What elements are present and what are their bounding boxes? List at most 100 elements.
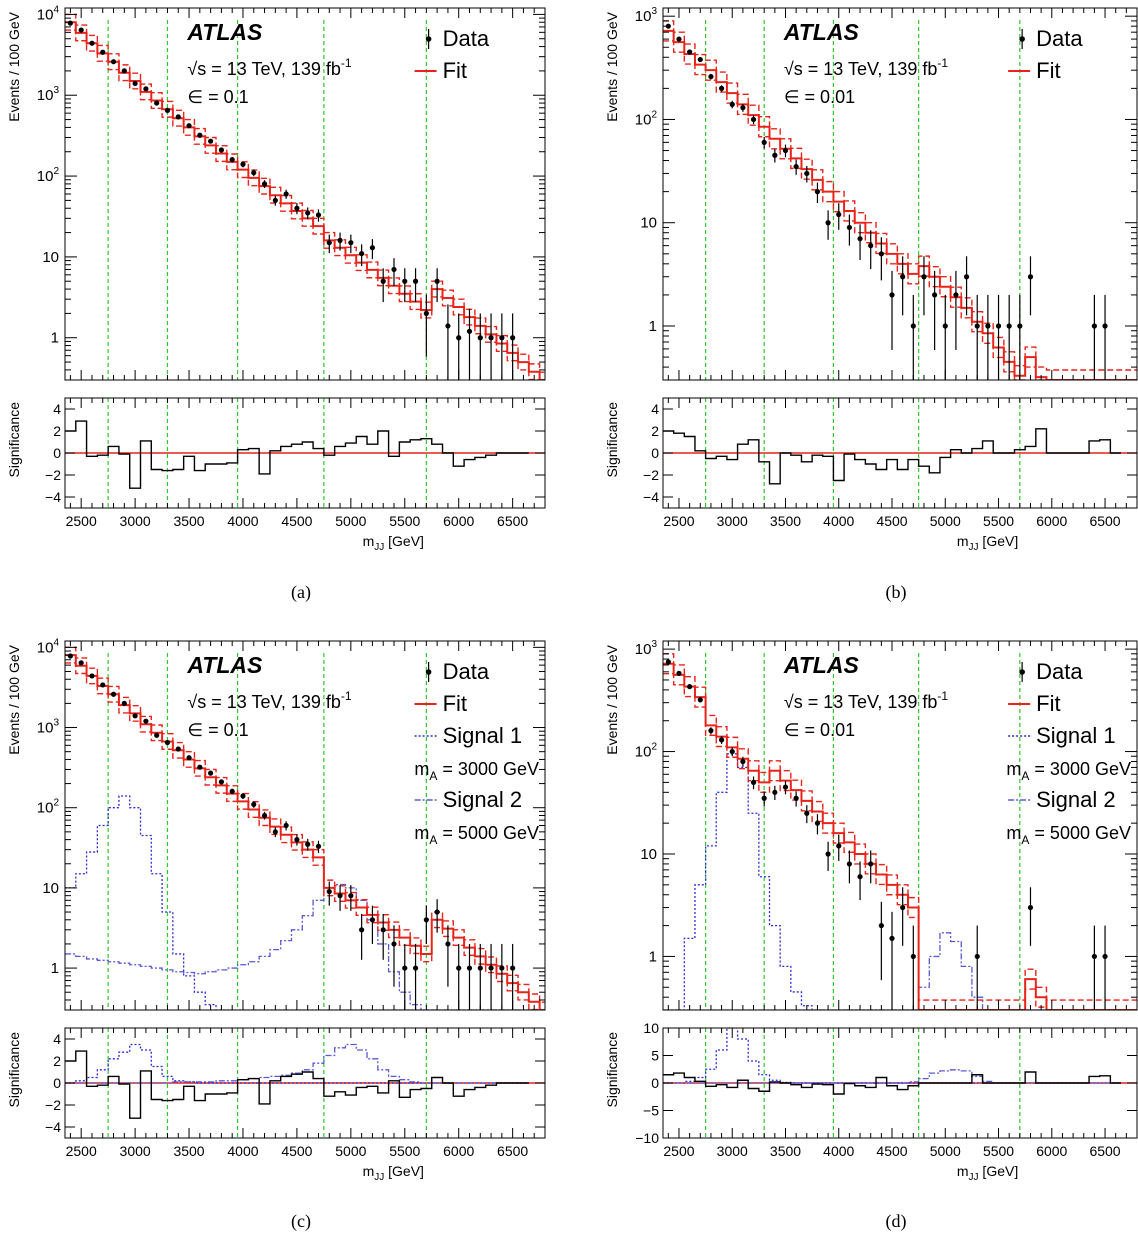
data-point: [164, 107, 171, 113]
x-axis-label-sub: JJ: [374, 542, 384, 553]
y-tick-exponent: 2: [651, 109, 657, 120]
data-point: [391, 266, 397, 273]
x-axis-label-unit: [GeV]: [979, 1163, 1019, 1179]
signal2-histogram: [663, 932, 1137, 1010]
panel-caption: (c): [291, 1211, 311, 1232]
data-point: [283, 822, 289, 829]
data-point: [510, 965, 516, 971]
ratio-tick-label: 0: [651, 1075, 659, 1091]
legend-mass-var: m: [414, 823, 429, 843]
y-tick-label: 1: [51, 960, 59, 977]
data-point: [499, 335, 505, 341]
data-point: [1091, 953, 1097, 960]
significance-signal2: [65, 1043, 529, 1084]
data-point: [240, 161, 246, 167]
data-point: [294, 205, 300, 211]
data-point: [110, 59, 117, 65]
x-tick-label: 2500: [66, 1143, 97, 1159]
ratio-tick-label: −4: [643, 489, 659, 505]
legend-mass-label: mA = 5000 GeV: [414, 823, 539, 847]
data-point: [889, 935, 895, 941]
main-plot-area: [663, 653, 1137, 1010]
data-point: [697, 697, 703, 703]
data-point: [1027, 274, 1034, 280]
y-tick-exponent: 3: [651, 6, 657, 17]
x-tick-label: 3000: [120, 513, 151, 529]
x-tick-label: 2500: [66, 513, 97, 529]
data-point: [676, 670, 682, 676]
y-tick-base: 10: [37, 168, 54, 185]
legend-mass-value: = 5000 GeV: [437, 823, 539, 843]
legend-mass-sub: A: [1021, 769, 1029, 783]
data-point: [687, 49, 693, 55]
ratio-tick-label: 0: [53, 1075, 61, 1091]
y-tick-label: 103: [37, 718, 60, 737]
data-point: [910, 323, 916, 329]
data-point: [164, 739, 171, 746]
x-tick-label: 3500: [173, 513, 204, 529]
y-tick-exponent: 2: [53, 166, 59, 177]
data-point: [272, 197, 278, 204]
data-point: [100, 682, 106, 688]
data-point: [974, 323, 980, 329]
y-tick-label: 103: [635, 6, 658, 25]
legend-mass-value: = 5000 GeV: [1029, 823, 1131, 843]
data-point: [953, 292, 959, 298]
energy-luminosity-label: √s = 13 TeV, 139 fb-1: [187, 689, 352, 712]
panel-c: 2500 3000 3500 4000 4500 5000 5500 6000 6500 mJJ …: [6, 637, 546, 1232]
data-point: [985, 323, 991, 329]
data-point: [836, 211, 842, 218]
energy-text: √s = 13 TeV, 139 fb: [187, 692, 341, 712]
fit-histogram: [663, 662, 1137, 1010]
x-axis-label: mJJ [GeV]: [363, 533, 424, 553]
legend-signal1-label: Signal 1: [443, 723, 523, 748]
data-point: [782, 784, 789, 790]
data-point: [208, 138, 214, 144]
x-tick-label: 3500: [173, 1143, 204, 1159]
panel-a: 2500 3000 3500 4000 4500 5000 5500 6000 6500 mJJ …: [6, 4, 546, 603]
data-point: [889, 292, 895, 298]
y-tick-base: 10: [635, 641, 652, 658]
ratio-tick-label: 4: [53, 1031, 61, 1047]
data-point: [445, 323, 451, 329]
energy-text: √s = 13 TeV, 139 fb: [784, 59, 938, 79]
x-tick-label: 2500: [663, 1143, 694, 1159]
ratio-tick-label: −2: [45, 1097, 61, 1113]
y-tick-base: 1: [649, 948, 657, 965]
x-tick-label: 5000: [335, 513, 366, 529]
y-tick-label: 1: [649, 318, 657, 335]
data-point: [676, 36, 682, 42]
data-point: [197, 132, 203, 138]
y-tick-label: 104: [37, 637, 60, 656]
ratio-tick-label: 0: [53, 445, 61, 461]
data-point: [229, 788, 235, 794]
ratio-tick-label: −10: [635, 1130, 659, 1146]
data-point: [804, 810, 810, 816]
data-point: [963, 274, 970, 280]
legend-data-label: Data: [443, 659, 490, 684]
data-point: [315, 212, 322, 218]
y-tick-base: 1: [649, 318, 657, 335]
data-point: [761, 795, 767, 801]
main-plot-area: [65, 646, 545, 1010]
data-point: [488, 965, 494, 971]
significance-plot-area: [65, 398, 545, 508]
data-point: [67, 20, 73, 26]
data-point: [708, 728, 714, 734]
ratio-axis-label: Significance: [604, 402, 620, 478]
fit-uncertainty-down: [65, 662, 545, 1010]
y-tick-base: 10: [635, 744, 652, 761]
y-tick-exponent: 4: [53, 637, 59, 648]
data-point: [772, 152, 778, 158]
energy-luminosity-label: √s = 13 TeV, 139 fb-1: [784, 56, 949, 79]
ratio-axis-label: Significance: [6, 1032, 22, 1108]
data-point: [878, 922, 884, 929]
legend-data-marker: [1019, 669, 1025, 675]
y-tick-base: 10: [37, 87, 54, 104]
ratio-tick-label: 2: [53, 1053, 61, 1069]
data-point: [740, 105, 746, 111]
x-axis-label-unit: [GeV]: [979, 533, 1019, 549]
x-axis-label-unit: [GeV]: [384, 533, 424, 549]
data-point: [477, 335, 483, 341]
